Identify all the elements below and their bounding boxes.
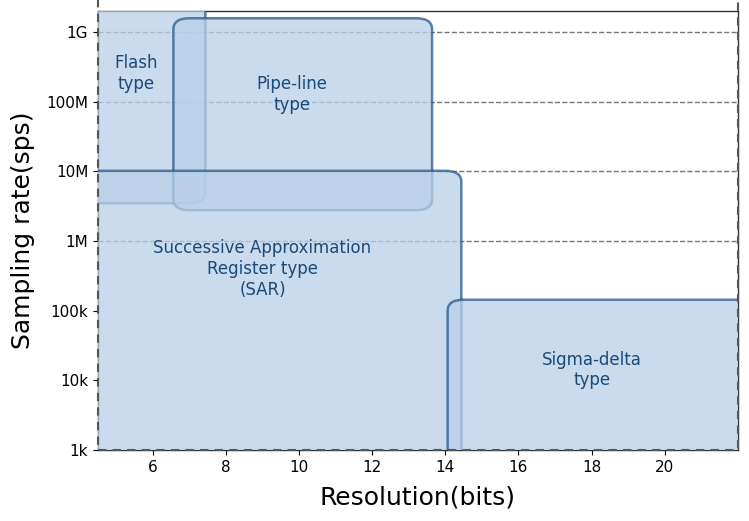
Text: Flash
type: Flash type bbox=[115, 54, 158, 93]
Text: Pipe-line
type: Pipe-line type bbox=[256, 76, 327, 114]
FancyBboxPatch shape bbox=[82, 0, 205, 203]
FancyBboxPatch shape bbox=[448, 300, 749, 461]
X-axis label: Resolution(bits): Resolution(bits) bbox=[320, 486, 516, 510]
Y-axis label: Sampling rate(sps): Sampling rate(sps) bbox=[11, 112, 35, 350]
Text: Successive Approximation
Register type
(SAR): Successive Approximation Register type (… bbox=[154, 239, 372, 299]
FancyBboxPatch shape bbox=[82, 171, 461, 461]
FancyBboxPatch shape bbox=[173, 18, 432, 210]
Text: Sigma-delta
type: Sigma-delta type bbox=[542, 351, 642, 389]
